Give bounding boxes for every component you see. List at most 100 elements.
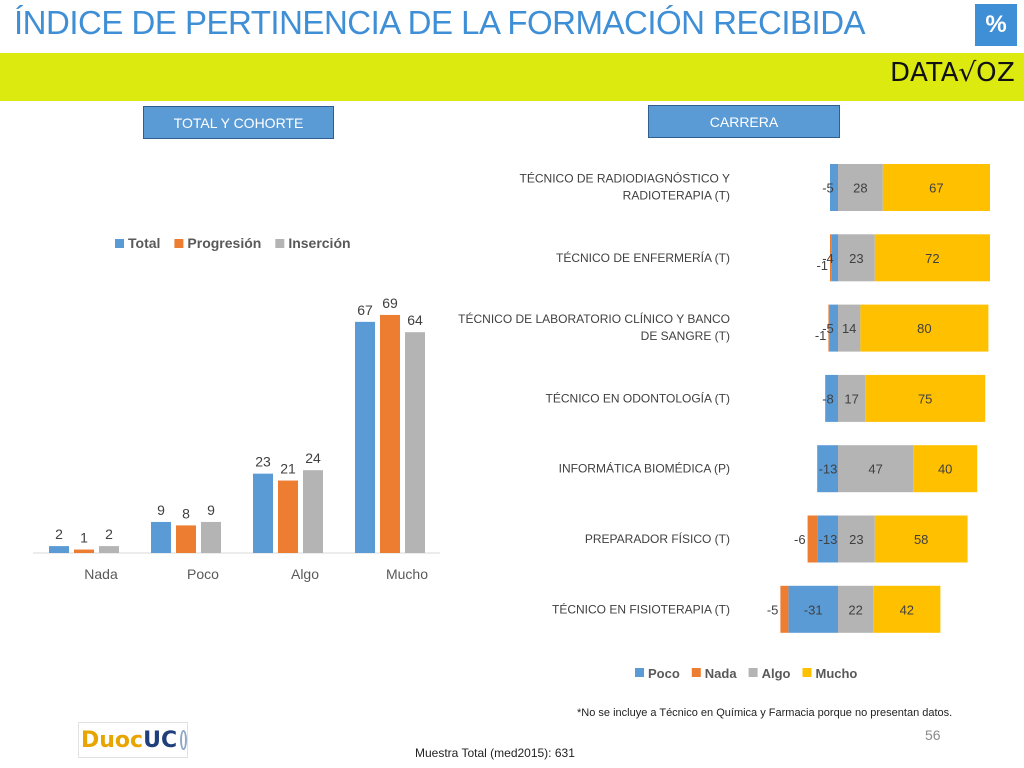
data-label: -6 (794, 532, 806, 547)
data-label: 47 (868, 462, 882, 477)
percent-badge: % (975, 4, 1017, 46)
data-label: 58 (914, 532, 928, 547)
legend-item-total: Total (115, 235, 160, 251)
category-label: TÉCNICO EN ODONTOLOGÍA (T) (546, 390, 730, 405)
category-label-line: TÉCNICO EN FISIOTERAPIA (T) (552, 601, 730, 616)
data-label: 24 (305, 450, 321, 466)
x-tick-label: Nada (84, 566, 118, 582)
bar-mucho (913, 445, 978, 493)
legend-swatch (691, 668, 701, 677)
category-label: PREPARADOR FÍSICO (T) (585, 531, 730, 546)
page-number: 56 (925, 727, 941, 743)
duoc-logo-text-1: Duoc (81, 727, 144, 753)
bar-poco (830, 164, 838, 211)
bar-poco (831, 234, 838, 282)
data-label: -8 (822, 391, 834, 406)
bar-mucho (882, 164, 990, 211)
datavoz-logo-text-2: OZ (976, 58, 1016, 88)
legend-label: Nada (705, 666, 738, 681)
data-label: 9 (157, 502, 165, 518)
data-label: -5 (822, 321, 834, 336)
bar-algo (838, 445, 914, 493)
datavoz-logo-text-1: DATA (890, 58, 959, 88)
bar-nada (830, 234, 832, 282)
data-label: 42 (900, 602, 914, 617)
data-label: 2 (105, 526, 113, 542)
category-label-line: PREPARADOR FÍSICO (T) (585, 531, 730, 546)
bar-nada (807, 515, 818, 563)
footnote: *No se incluye a Técnico en Química y Fa… (577, 707, 953, 719)
data-label: 22 (848, 602, 862, 617)
data-label: -13 (819, 532, 838, 547)
bar-algo (838, 164, 883, 211)
seal-icon (180, 730, 187, 750)
bar-poco (788, 585, 838, 633)
bar-progresión-algo (278, 480, 298, 553)
bar-total-algo (253, 473, 273, 553)
legend-swatch (174, 239, 184, 248)
data-label: -1 (815, 328, 827, 343)
category-label: INFORMÁTICA BIOMÉDICA (P) (559, 461, 730, 476)
bar-nada (828, 304, 830, 352)
data-label: 64 (407, 312, 423, 328)
bar-poco (817, 515, 838, 563)
data-label: 17 (844, 391, 858, 406)
data-label: 69 (382, 295, 398, 311)
bar-algo (838, 585, 874, 633)
bar-algo (838, 374, 866, 422)
carrera-button[interactable]: CARRERA (648, 105, 840, 138)
category-label: TÉCNICO DE RADIODIAGNÓSTICO Y RADIOTERAPI… (520, 171, 730, 203)
data-label: 2 (55, 526, 63, 542)
bar-nada (780, 585, 789, 633)
data-label: 67 (357, 302, 373, 318)
checkmark-v-icon: √ (958, 58, 977, 88)
bar-mucho (860, 304, 989, 352)
x-tick-label: Poco (187, 566, 219, 582)
category-label-line: TÉCNICO DE RADIODIAGNÓSTICO Y (520, 171, 730, 186)
legend-swatch (748, 668, 758, 677)
x-tick-label: Mucho (386, 566, 428, 582)
data-label: 75 (918, 391, 932, 406)
header-band (0, 53, 1024, 101)
category-label-line: INFORMÁTICA BIOMÉDICA (P) (559, 461, 730, 476)
bar-total-nada (49, 546, 69, 553)
legend-label: Progresión (187, 235, 261, 251)
bar-poco (830, 304, 838, 352)
legend-item-poco: Poco (635, 666, 680, 681)
category-label: TÉCNICO DE ENFERMERÍA (T) (556, 250, 730, 265)
data-label: -13 (819, 462, 838, 477)
data-label: -1 (816, 258, 828, 273)
data-label: 21 (280, 461, 296, 477)
duoc-logo-text-2: UC (143, 727, 178, 753)
category-label-line: TÉCNICO DE ENFERMERÍA (T) (556, 250, 730, 265)
x-tick-label: Algo (291, 566, 319, 582)
data-label: -5 (767, 602, 779, 617)
bar-algo (838, 515, 875, 563)
bar-progresión-poco (176, 525, 196, 553)
legend-item-mucho: Mucho (802, 666, 857, 681)
legend-label: Poco (648, 666, 680, 681)
data-label: 80 (917, 321, 931, 336)
data-label: 9 (207, 502, 215, 518)
bar-algo (838, 304, 861, 352)
bar-inserción-poco (201, 521, 221, 553)
bar-inserción-mucho (405, 332, 425, 553)
bar-poco (817, 445, 838, 493)
bar-progresión-nada (74, 549, 94, 553)
datavoz-logo: DATA√OZ (890, 58, 1015, 88)
category-label-line: TÉCNICO DE LABORATORIO CLÍNICO Y BANCO (458, 311, 730, 326)
bar-inserción-algo (303, 470, 323, 553)
category-label: TÉCNICO DE LABORATORIO CLÍNICO Y BANCO DE… (458, 311, 730, 343)
legend-swatch (635, 668, 644, 677)
sample-size: Muestra Total (med2015): 631 (415, 746, 575, 760)
bar-mucho (874, 515, 968, 563)
data-label: -31 (804, 602, 823, 617)
legend-label: Total (128, 235, 160, 251)
bar-mucho (865, 374, 986, 422)
data-label: 67 (929, 181, 943, 196)
legend-label: Algo (762, 666, 791, 681)
bar-mucho (873, 585, 941, 633)
legend-swatch (115, 239, 124, 248)
data-label: 8 (182, 505, 190, 521)
total-cohorte-button[interactable]: TOTAL Y COHORTE (143, 106, 334, 139)
